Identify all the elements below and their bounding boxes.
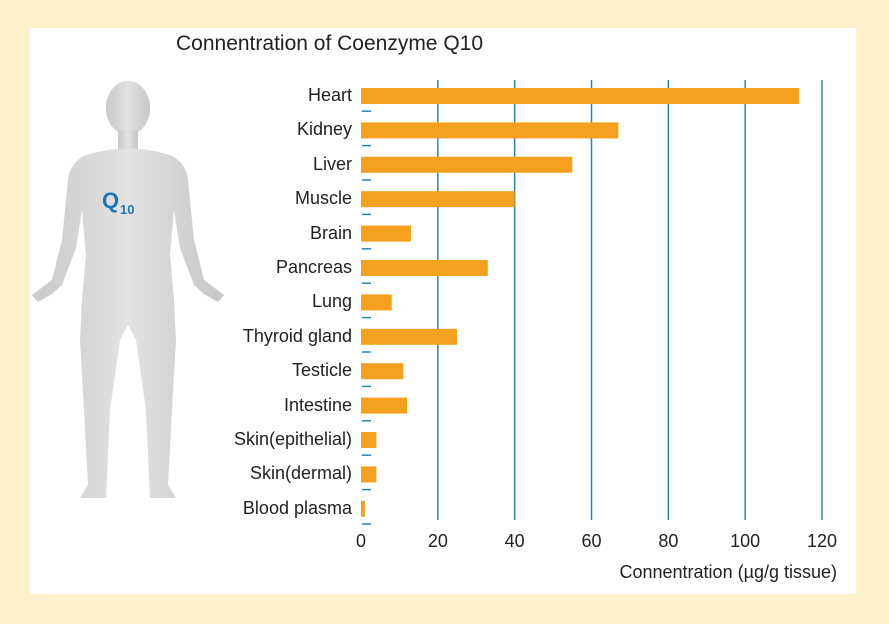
- category-label: Liver: [312, 153, 352, 174]
- category-label: Testicle: [291, 360, 352, 381]
- category-label: Skin(dermal): [249, 463, 352, 484]
- category-label: Brain: [309, 222, 352, 243]
- category-label: Muscle: [294, 188, 352, 209]
- bar-lung: [361, 294, 392, 311]
- bar-kidney: [361, 122, 619, 139]
- bar-skin-dermal-: [361, 466, 377, 483]
- x-axis-label: Connentration (µg/g tissue): [619, 562, 838, 582]
- x-tick-label: 0: [355, 531, 367, 551]
- x-tick-label: 100: [730, 531, 761, 551]
- category-label: Kidney: [296, 119, 352, 140]
- x-tick-label: 40: [504, 531, 525, 551]
- bar-intestine: [361, 397, 408, 414]
- category-label: Thyroid gland: [242, 325, 352, 346]
- bar-thyroid-gland: [361, 328, 458, 345]
- bar-liver: [361, 156, 573, 173]
- bar-blood-plasma: [361, 500, 365, 517]
- human-body-figure: Q 10: [32, 81, 224, 498]
- bar-pancreas: [361, 260, 488, 276]
- bar-muscle: [361, 191, 515, 208]
- category-label: Pancreas: [275, 257, 352, 277]
- x-tick-label: 120: [806, 531, 838, 551]
- category-label: Heart: [307, 85, 352, 105]
- x-tick-label: 80: [658, 531, 679, 551]
- q10-label-sub: 10: [120, 202, 134, 217]
- x-tick-label: 60: [581, 531, 602, 551]
- chart-title: Connentration of Coenzyme Q10: [176, 32, 484, 55]
- category-label: Intestine: [283, 394, 352, 415]
- category-label: Skin(epithelial): [233, 429, 352, 449]
- bar-skin-epithelial-: [361, 432, 377, 448]
- bar-testicle: [361, 363, 404, 380]
- bar-heart: [361, 88, 799, 104]
- category-label: Blood plasma: [242, 497, 352, 518]
- category-label: Lung: [311, 291, 352, 312]
- x-tick-label: 20: [427, 531, 448, 551]
- body-silhouette: [32, 81, 224, 498]
- bar-brain: [361, 225, 411, 242]
- q10-label-main: Q: [102, 188, 119, 213]
